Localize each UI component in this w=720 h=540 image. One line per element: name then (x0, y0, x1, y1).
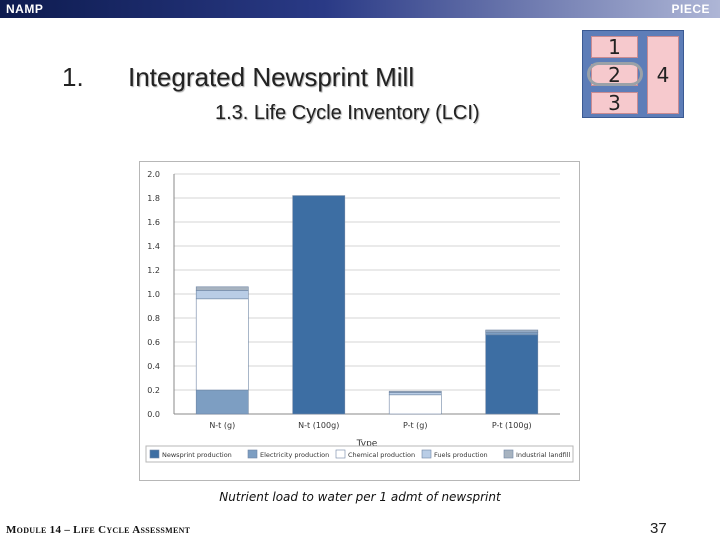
legend-swatch (149, 449, 160, 459)
step-2-highlight-ring (587, 62, 643, 86)
x-tick-label: P-t (g) (403, 421, 428, 430)
bar-segment (292, 195, 346, 415)
y-tick-label: 0.8 (147, 314, 160, 323)
bar-segment (485, 329, 539, 332)
step-3-box: 3 (591, 91, 638, 115)
step-4-box: 4 (647, 36, 679, 114)
legend-label: Electricity production (260, 451, 329, 459)
step-1-box: 1 (591, 35, 638, 59)
bar-segment (195, 286, 249, 291)
y-tick-label: 0.6 (147, 338, 160, 347)
bar-segment (485, 332, 539, 336)
y-tick-label: 0.2 (147, 386, 160, 395)
x-tick-label: N-t (100g) (298, 421, 339, 430)
legend-label: Fuels production (434, 451, 488, 459)
header-right-brand: PIECE (671, 2, 710, 16)
page-number: 37 (650, 520, 667, 537)
legend-label: Chemical production (348, 451, 415, 459)
bar-segment (195, 389, 249, 415)
y-tick-label: 2.0 (147, 170, 160, 179)
bar-segment (388, 390, 442, 393)
y-tick-label: 1.6 (147, 218, 160, 227)
footer-module: Module 14 – Life Cycle Assessment (6, 524, 191, 536)
header-left-brand: NAMP (6, 2, 44, 16)
legend-swatch (335, 449, 346, 459)
header-bar: NAMP PIECE (0, 0, 720, 18)
legend-swatch (503, 449, 514, 459)
y-tick-label: 1.0 (147, 290, 160, 299)
bar-segment (388, 394, 442, 415)
legend-swatch (421, 449, 432, 459)
bar-segment (195, 290, 249, 300)
y-tick-label: 0.0 (147, 410, 160, 419)
legend-swatch (247, 449, 258, 459)
x-axis-title: Type (356, 439, 378, 449)
bar-segment (195, 298, 249, 391)
slide-title: Integrated Newsprint Mill (128, 62, 415, 92)
bar-segment (485, 334, 539, 415)
chart-container: 0.0 0.2 0.4 0.6 0.8 1.0 1.2 1.4 1.6 1.8 2.0 N-t (g)… (139, 161, 580, 481)
legend-label: Industrial landfill (516, 451, 570, 459)
bar-segment (388, 392, 442, 396)
section-number: 1. (62, 62, 84, 92)
y-tick-label: 0.4 (147, 362, 160, 371)
slide-subtitle: 1.3. Life Cycle Inventory (LCI) (215, 102, 480, 124)
y-tick-label: 1.4 (147, 242, 160, 251)
stacked-bar-chart: 0.0 0.2 0.4 0.6 0.8 1.0 1.2 1.4 1.6 1.8 2.0 N-t (g)… (145, 170, 574, 463)
legend-label: Newsprint production (162, 451, 232, 459)
chart-caption: Nutrient load to water per 1 admt of new… (219, 490, 501, 504)
y-tick-label: 1.8 (147, 194, 160, 203)
x-tick-label: N-t (g) (209, 421, 235, 430)
lca-steps-diagram: 1 2 3 4 (582, 30, 684, 118)
y-tick-label: 1.2 (147, 266, 160, 275)
x-tick-label: P-t (100g) (492, 421, 532, 430)
